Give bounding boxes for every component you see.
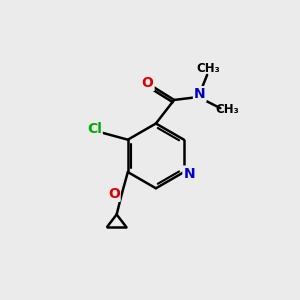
Text: O: O — [142, 76, 154, 90]
Text: O: O — [108, 187, 120, 201]
Text: CH₃: CH₃ — [216, 103, 240, 116]
Text: CH₃: CH₃ — [197, 62, 220, 75]
Text: N: N — [183, 167, 195, 181]
Text: Cl: Cl — [87, 122, 102, 136]
Text: N: N — [194, 87, 206, 101]
